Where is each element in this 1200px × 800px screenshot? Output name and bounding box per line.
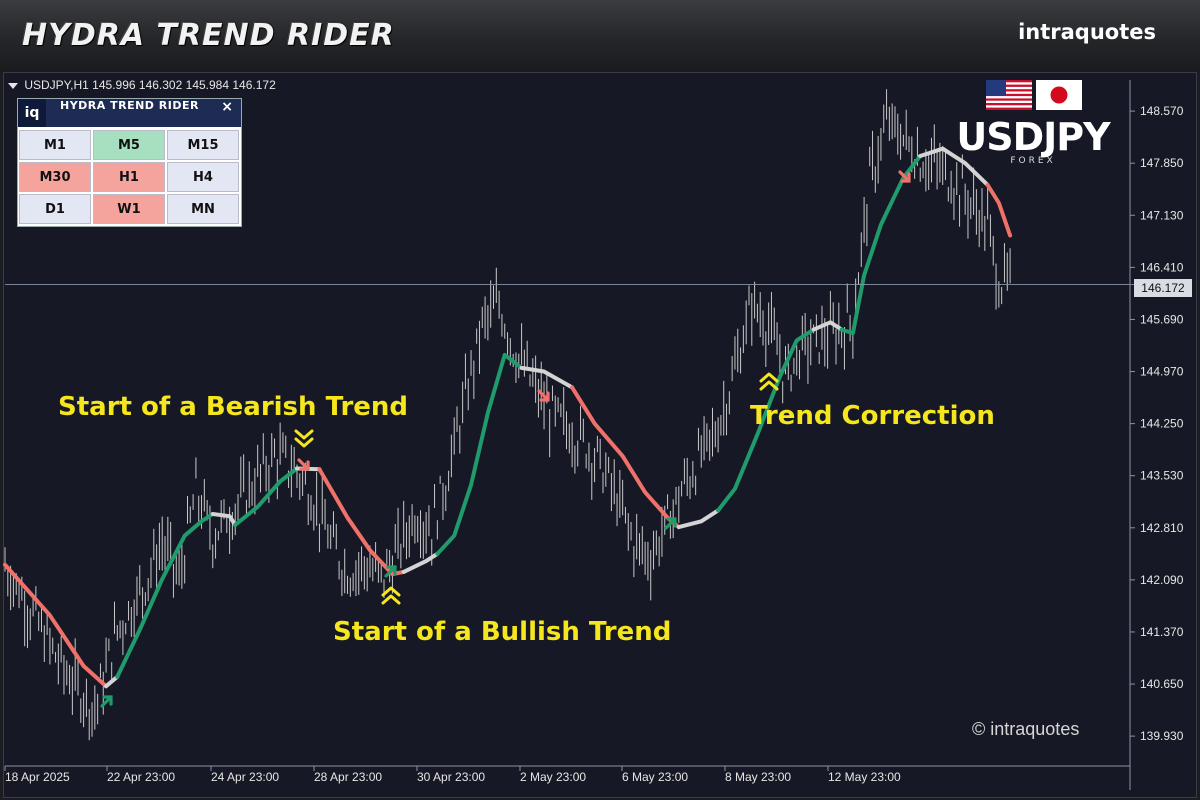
brand-logo: intraquotes: [1018, 20, 1156, 44]
arrow-path: [384, 565, 397, 578]
trend-segment-neutral: [104, 674, 120, 689]
price-tick-label: 142.090: [1140, 573, 1184, 587]
price-tick-label: 143.530: [1140, 469, 1184, 483]
panel-header[interactable]: iq HYDRA TREND RIDER ×: [18, 99, 241, 127]
bearish-arrow-icon: [537, 389, 550, 402]
trend-segment-neutral: [401, 551, 440, 574]
chevron-down-icon: [294, 429, 314, 448]
timeframe-button[interactable]: W1: [93, 194, 165, 224]
watermark: © intraquotes: [972, 719, 1080, 739]
timeframe-button[interactable]: H4: [167, 162, 239, 192]
pair-title: USDJPY: [956, 115, 1110, 159]
price-axis: 148.570 147.850 147.130 146.410 145.690 144.9…: [5, 80, 1184, 790]
price-tick-label: 148.570: [1140, 104, 1184, 118]
timeframe-button[interactable]: M1: [19, 130, 91, 160]
timeframe-panel: iq HYDRA TREND RIDER × M1 M5 M15 M30 H1 …: [17, 98, 242, 227]
chevron: [381, 586, 401, 597]
timeframe-grid: M1 M5 M15 M30 H1 H4 D1 W1 MN: [19, 130, 239, 224]
bearish-arrow-icon: [297, 458, 310, 471]
time-tick-label: 12 May 23:00: [828, 770, 901, 784]
price-tick-label: 141.370: [1140, 625, 1184, 639]
chevron: [294, 429, 314, 440]
collapse-triangle-icon[interactable]: [8, 82, 18, 89]
trend-segment-neutral: [210, 512, 238, 527]
timeframe-button[interactable]: D1: [19, 194, 91, 224]
price-tick-label: 139.930: [1140, 729, 1184, 743]
trend-segment-neutral: [918, 146, 990, 187]
timeframe-button[interactable]: M30: [19, 162, 91, 192]
panel-logo: iq: [18, 99, 46, 127]
time-tick-label: 6 May 23:00: [622, 770, 688, 784]
bearish-arrow-icon: [898, 170, 911, 183]
chevron-up-icon: [759, 372, 779, 391]
bullish-arrow-icon: [384, 565, 397, 578]
price-tick-label: 147.850: [1140, 156, 1184, 170]
time-tick-label: 24 Apr 23:00: [211, 770, 279, 784]
trend-segment-bullish: [233, 466, 299, 527]
chevron: [381, 594, 401, 605]
japan-flag-icon: [1036, 80, 1082, 110]
symbol-open: 145.996: [92, 78, 136, 92]
price-tick-label: 145.690: [1140, 312, 1184, 326]
price-tick-label: 142.810: [1140, 521, 1184, 535]
time-axis: 18 Apr 2025 22 Apr 23:00 24 Apr 23:00 28 Ap…: [4, 765, 1130, 784]
timeframe-button[interactable]: MN: [167, 194, 239, 224]
price-tick-label: 147.130: [1140, 208, 1184, 222]
price-tick-label: 144.250: [1140, 417, 1184, 431]
arrow-path: [297, 458, 310, 471]
time-tick-label: 2 May 23:00: [520, 770, 586, 784]
trend-segment-bullish: [839, 154, 923, 336]
chevron: [294, 437, 314, 448]
price-tick-label: 140.650: [1140, 677, 1184, 691]
chevron-up-icon: [381, 586, 401, 605]
symbol-info: USDJPY,H1 145.996 146.302 145.984 146.17…: [8, 78, 276, 92]
timeframe-button[interactable]: M5: [93, 130, 165, 160]
trend-segment-bearish: [570, 385, 681, 530]
price-bars: [4, 89, 1011, 741]
signal-arrows: [100, 170, 911, 708]
banner: HYDRA TREND RIDER intraquotes: [0, 0, 1200, 72]
arrow-path: [537, 389, 550, 402]
chevron: [759, 372, 779, 383]
trend-segment-neutral: [676, 508, 721, 530]
annotation-correction: Trend Correction: [750, 401, 995, 431]
arrow-path: [898, 170, 911, 183]
trend-segment-bullish: [115, 512, 215, 679]
close-icon[interactable]: ×: [221, 99, 233, 115]
price-tick-label: 144.970: [1140, 365, 1184, 379]
annotation-bullish: Start of a Bullish Trend: [333, 617, 672, 647]
annotation-bearish: Start of a Bearish Trend: [58, 392, 409, 422]
trend-segment-bullish: [435, 352, 524, 556]
us-flag-icon: [986, 80, 1032, 110]
arrow-path: [100, 695, 113, 708]
current-price-tag: 146.172: [1134, 279, 1192, 297]
time-tick-label: 22 Apr 23:00: [107, 770, 175, 784]
trend-segment-bullish: [716, 327, 816, 513]
timeframe-button[interactable]: M15: [167, 130, 239, 160]
time-tick-label: 28 Apr 23:00: [314, 770, 382, 784]
flags: [986, 80, 1082, 110]
trend-segment-neutral: [811, 320, 844, 332]
symbol-close: 146.172: [232, 78, 276, 92]
time-tick-label: 18 Apr 2025: [5, 770, 70, 784]
time-tick-label: 8 May 23:00: [725, 770, 791, 784]
symbol-name: USDJPY,H1: [24, 78, 89, 92]
trend-segment-bearish: [3, 562, 109, 689]
symbol-high: 146.302: [138, 78, 183, 92]
trend-segment-neutral: [519, 365, 575, 390]
price-tick-label: 146.410: [1140, 260, 1184, 274]
chevron: [759, 380, 779, 391]
bullish-arrow-icon: [664, 517, 677, 530]
time-tick-label: 30 Apr 23:00: [417, 770, 485, 784]
banner-title: HYDRA TREND RIDER: [22, 18, 395, 53]
timeframe-button[interactable]: H1: [93, 162, 165, 192]
bullish-arrow-icon: [100, 695, 113, 708]
symbol-low: 145.984: [185, 78, 230, 92]
pair-subtitle: FOREX: [1010, 156, 1056, 166]
panel-title: HYDRA TREND RIDER: [60, 99, 199, 112]
trend-segment-bearish: [985, 182, 1013, 238]
arrow-path: [664, 517, 677, 530]
